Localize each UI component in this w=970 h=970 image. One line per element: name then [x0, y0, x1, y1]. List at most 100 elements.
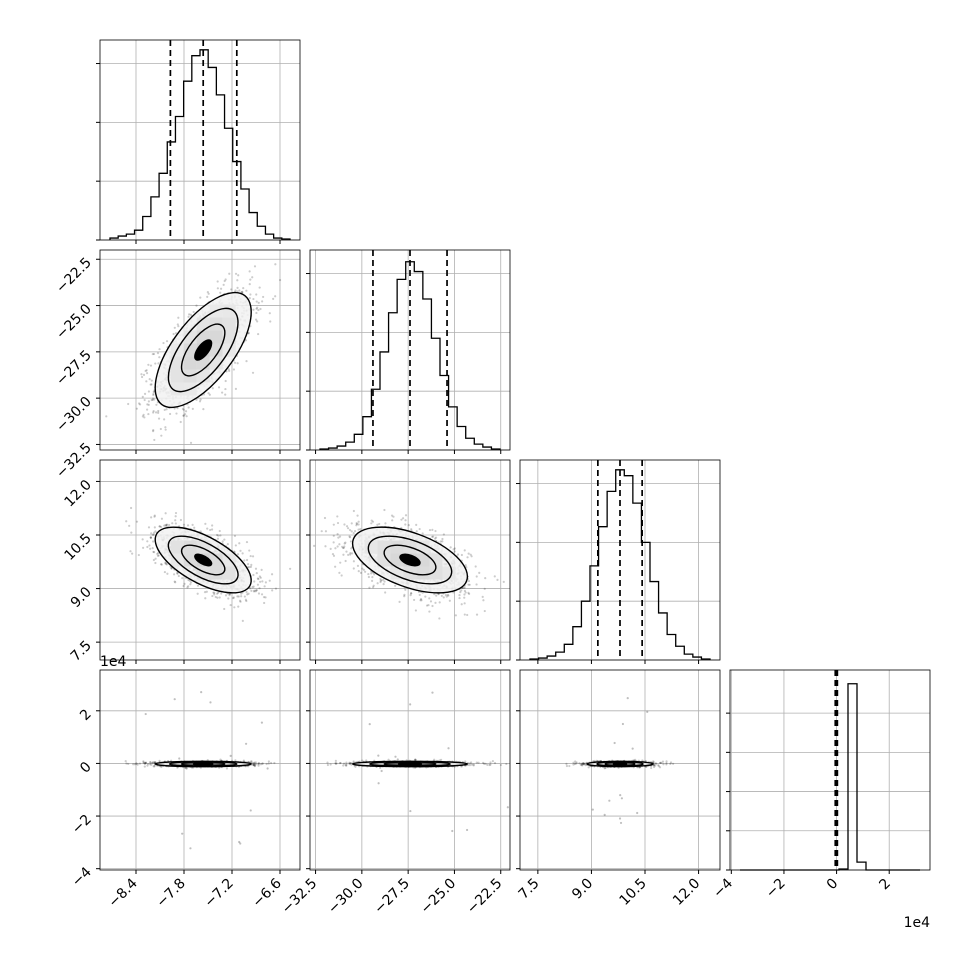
sample-point — [141, 538, 144, 541]
sample-point — [182, 408, 185, 411]
sample-point — [174, 522, 177, 525]
sample-point — [379, 580, 382, 584]
sample-point — [483, 587, 486, 590]
sample-point — [252, 585, 255, 588]
sample-point — [428, 597, 431, 600]
sample-point — [257, 577, 260, 581]
sample-point — [348, 535, 351, 538]
sample-point — [205, 590, 208, 593]
sample-point — [433, 593, 436, 596]
sample-point — [251, 555, 255, 558]
sample-point — [418, 593, 421, 597]
sample-point — [234, 272, 238, 275]
sample-point — [252, 763, 255, 767]
sample-point — [409, 594, 412, 597]
sample-point — [362, 568, 365, 571]
sample-point — [252, 297, 255, 301]
sample-point — [248, 549, 251, 552]
sample-point — [441, 537, 444, 541]
sample-point — [254, 590, 257, 593]
sample-point — [228, 272, 231, 275]
sample-point — [156, 554, 160, 557]
sample-point — [247, 765, 250, 768]
sample-point — [253, 761, 256, 764]
sample-point — [228, 369, 231, 372]
sample-point — [483, 609, 486, 613]
sample-point — [150, 398, 153, 402]
sample-point — [150, 516, 153, 519]
sample-point — [264, 581, 267, 584]
sample-point — [340, 574, 343, 577]
sample-point — [171, 522, 174, 525]
sample-point — [359, 527, 362, 531]
contour-level — [180, 544, 226, 576]
sample-point — [349, 552, 352, 555]
sample-point — [224, 387, 227, 391]
sample-point — [146, 764, 149, 767]
sample-point — [376, 582, 379, 585]
sample-point — [234, 387, 238, 391]
sample-point — [349, 540, 353, 543]
sample-point — [140, 375, 144, 379]
sample-point — [153, 526, 156, 529]
sample-point — [129, 550, 132, 553]
sample-point — [221, 391, 224, 394]
sample-point — [165, 523, 168, 527]
sample-point — [255, 589, 258, 592]
sample-point — [141, 415, 144, 418]
sample-point — [434, 529, 437, 533]
sample-point — [155, 403, 158, 406]
sample-point — [149, 536, 152, 539]
sample-point — [187, 406, 190, 409]
sample-point — [165, 563, 168, 566]
sample-point — [440, 594, 443, 598]
sample-point — [213, 591, 216, 594]
sample-point — [152, 558, 155, 562]
sample-point — [336, 521, 340, 525]
sample-point — [137, 402, 141, 405]
sample-point — [176, 572, 179, 575]
sample-point — [125, 520, 128, 523]
sample-point — [229, 603, 232, 607]
sample-point — [339, 561, 342, 564]
sample-point — [163, 524, 166, 527]
sample-point — [127, 402, 130, 406]
sample-point — [186, 524, 190, 527]
sample-point — [274, 263, 277, 266]
contour-level — [180, 323, 226, 377]
sample-point — [234, 544, 237, 547]
sample-point — [152, 550, 155, 554]
sample-point — [234, 289, 237, 292]
sample-point — [223, 538, 226, 541]
sample-point — [261, 580, 264, 583]
sample-point — [216, 591, 220, 595]
sample-point — [228, 594, 231, 597]
sample-point — [148, 544, 151, 547]
sample-point — [348, 536, 352, 539]
sample-point — [147, 526, 151, 529]
sample-point — [445, 595, 448, 598]
sample-point — [185, 415, 188, 418]
sample-point — [159, 563, 163, 566]
sample-point — [163, 408, 166, 411]
sample-point — [251, 276, 254, 279]
sample-point — [463, 593, 466, 596]
sample-point — [149, 547, 152, 550]
sample-point — [355, 524, 358, 527]
sample-point — [372, 584, 375, 587]
sample-point — [463, 589, 467, 593]
sample-point — [261, 300, 264, 303]
sample-point — [334, 547, 337, 550]
sample-point — [370, 579, 374, 582]
sample-point — [143, 392, 147, 395]
sample-point — [410, 592, 413, 595]
histogram-panel-0 — [96, 39, 301, 241]
sample-point — [464, 591, 467, 594]
sample-point — [140, 373, 143, 376]
sample-point — [224, 393, 227, 396]
sample-point — [141, 395, 144, 398]
sample-point — [159, 427, 162, 431]
sample-point — [357, 570, 360, 573]
panel-frame — [729, 669, 931, 871]
panel-frame — [309, 459, 511, 661]
